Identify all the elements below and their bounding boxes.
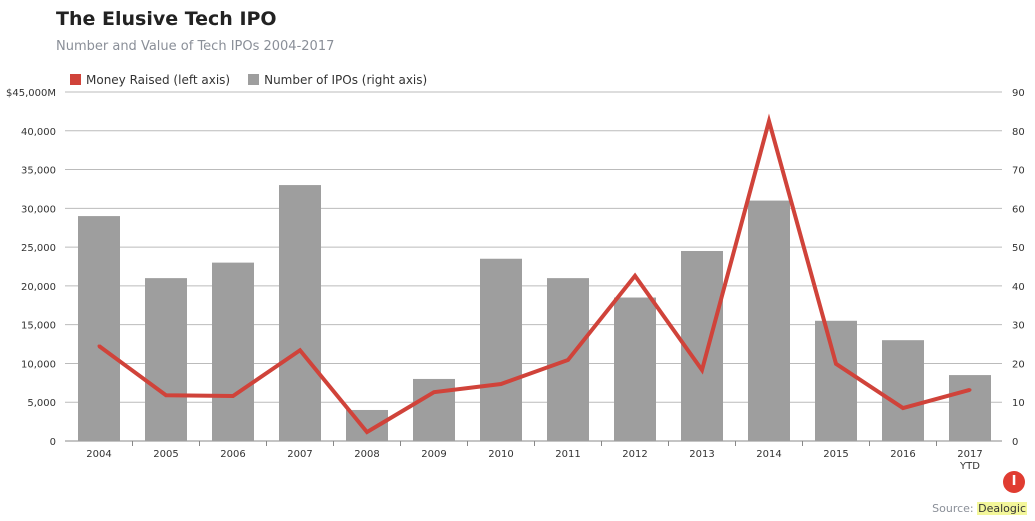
line-point-2011: [566, 358, 570, 362]
legend-item-count[interactable]: Number of IPOs (right axis): [248, 73, 427, 87]
legend-label: Number of IPOs (right axis): [264, 73, 428, 87]
x-tick-label: 2013: [689, 449, 714, 460]
line-point-2012: [633, 274, 637, 278]
right-tick-label: 20: [1012, 359, 1025, 370]
legend-swatch-red: [70, 74, 81, 85]
right-tick-label: 10: [1012, 398, 1025, 409]
x-tick-sublabel: YTD: [959, 461, 980, 472]
chart-title: The Elusive Tech IPO: [56, 8, 277, 30]
brand-logo-icon: I: [1003, 471, 1025, 493]
source-label: Source:: [932, 502, 974, 515]
left-tick-label: 0: [50, 437, 56, 448]
line-point-2009: [432, 390, 436, 394]
line-point-2005: [164, 393, 168, 397]
x-tick-label: 2017: [957, 449, 982, 460]
x-tick-label: 2007: [287, 449, 312, 460]
source-link[interactable]: Dealogic: [977, 502, 1027, 515]
left-tick-label: 5,000: [27, 398, 56, 409]
x-tick-label: 2014: [756, 449, 781, 460]
x-tick-label: 2008: [354, 449, 379, 460]
bar-2013: [681, 250, 723, 441]
line-point-2017: [968, 388, 972, 392]
x-tick-label: 2005: [153, 449, 178, 460]
x-tick-label: 2010: [488, 449, 513, 460]
bar-2017: [949, 375, 991, 441]
left-tick-label: 25,000: [21, 243, 56, 254]
bar-2006: [212, 262, 254, 441]
right-tick-label: 0: [1012, 437, 1018, 448]
line-point-2008: [365, 430, 369, 434]
line-point-2015: [834, 362, 838, 366]
left-tick-label: 10,000: [21, 359, 56, 370]
bar-2016: [882, 340, 924, 441]
left-tick-label: 15,000: [21, 321, 56, 332]
bar-2014: [748, 200, 790, 441]
source-note: Source: Dealogic: [932, 502, 1027, 515]
legend-swatch-gray: [248, 74, 260, 85]
left-tick-label: 30,000: [21, 204, 56, 215]
line-point-2016: [901, 406, 905, 410]
bar-2007: [279, 185, 321, 441]
bar-2009: [413, 378, 455, 441]
bar-2015: [815, 320, 857, 441]
chart-subtitle: Number and Value of Tech IPOs 2004-2017: [56, 39, 335, 54]
left-tick-label: $45,000M: [6, 88, 56, 99]
line-point-2004: [97, 344, 101, 348]
right-tick-label: 30: [1012, 321, 1025, 332]
right-tick-label: 40: [1012, 282, 1025, 293]
right-tick-label: 90: [1012, 88, 1025, 99]
right-tick-label: 70: [1012, 166, 1025, 177]
right-tick-label: 80: [1012, 127, 1025, 138]
x-tick-label: 2006: [220, 449, 245, 460]
x-tick-label: 2004: [86, 449, 111, 460]
x-tick-label: 2016: [890, 449, 915, 460]
line-point-2013: [700, 368, 704, 372]
x-tick-label: 2011: [555, 449, 580, 460]
x-tick-label: 2009: [421, 449, 446, 460]
line-point-2010: [499, 382, 503, 386]
x-tick-label: 2012: [622, 449, 647, 460]
left-tick-label: 35,000: [21, 166, 56, 177]
bar-2005: [145, 278, 187, 441]
left-tick-label: 20,000: [21, 282, 56, 293]
line-point-2007: [298, 348, 302, 352]
legend-label: Money Raised (left axis): [86, 73, 231, 87]
legend: Money Raised (left axis) Number of IPOs …: [70, 73, 427, 87]
bar-2010: [480, 258, 522, 441]
right-tick-label: 60: [1012, 204, 1025, 215]
bar-2004: [78, 216, 120, 441]
line-point-2006: [231, 394, 235, 398]
right-tick-label: 50: [1012, 243, 1025, 254]
line-point-2014: [767, 119, 771, 123]
legend-item-money[interactable]: Money Raised (left axis): [70, 73, 230, 87]
money-raised-line: [97, 113, 971, 435]
bar-2012: [614, 297, 656, 441]
left-tick-label: 40,000: [21, 127, 56, 138]
x-tick-label: 2015: [823, 449, 848, 460]
